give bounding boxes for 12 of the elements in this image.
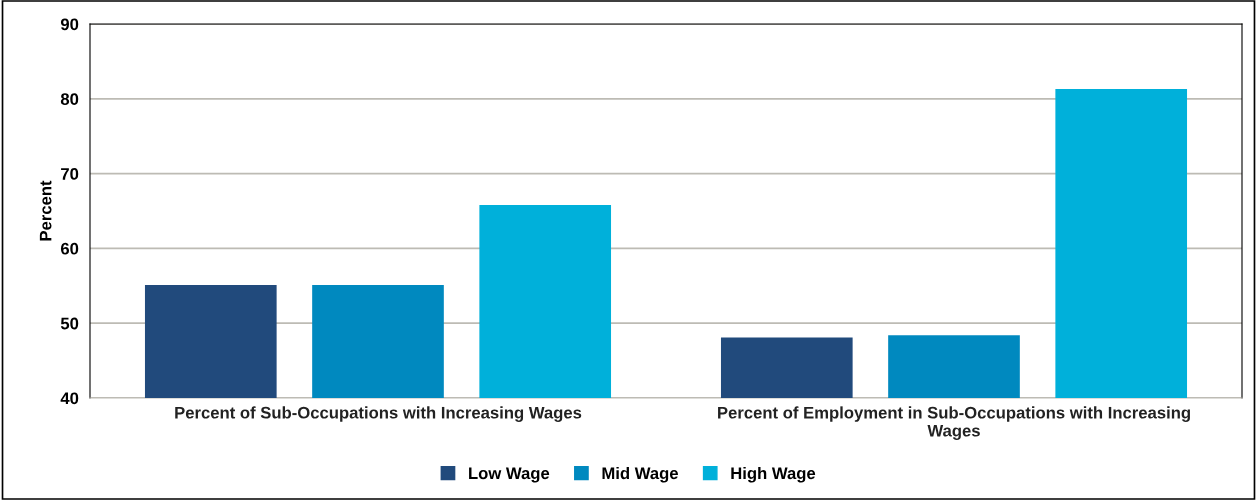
y-axis-title: Percent xyxy=(39,180,52,241)
legend-label: High Wage xyxy=(731,466,816,483)
x-tick-label: Percent of Employment in Sub-Occupations with Increasing Wages xyxy=(718,406,1190,440)
legend-label: Low Wage xyxy=(469,467,550,483)
y-tick-label: 60 xyxy=(60,242,79,255)
y-tick-label: 90 xyxy=(60,18,79,31)
y-tick-label: 80 xyxy=(60,93,79,105)
y-tick-label: 70 xyxy=(61,168,79,180)
y-tick-label: 50 xyxy=(60,317,79,330)
y-tick-label: 40 xyxy=(60,392,79,405)
legend-label: Mid Wage xyxy=(602,466,678,483)
x-tick-label: Percent of Sub-Occupations with Increasing Wages xyxy=(175,406,582,422)
